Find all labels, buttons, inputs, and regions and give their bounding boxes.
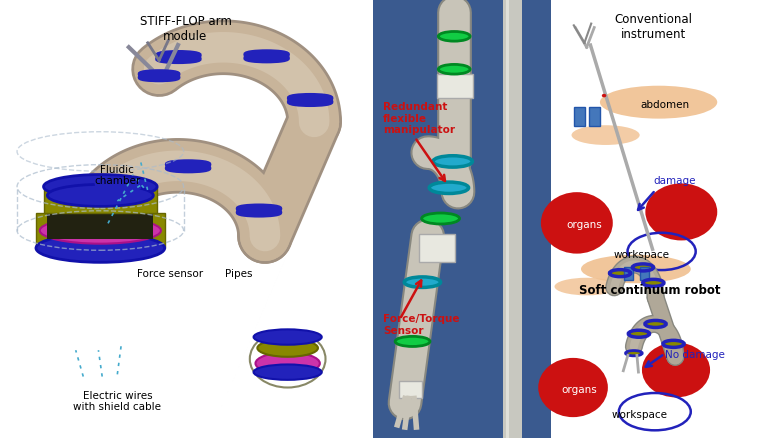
Text: Pipes: Pipes [225,269,252,279]
Bar [551,0,757,438]
Ellipse shape [36,234,165,263]
Ellipse shape [538,358,608,417]
FancyBboxPatch shape [36,213,165,248]
Text: Force/Torque
Sensor: Force/Torque Sensor [383,313,459,335]
Ellipse shape [160,53,196,63]
Ellipse shape [143,72,175,81]
Text: Redundant
flexible
manipulator: Redundant flexible manipulator [383,102,455,135]
Bar [373,0,551,438]
Ellipse shape [600,87,717,119]
Ellipse shape [633,265,653,271]
Text: abdomen: abdomen [640,100,689,110]
Ellipse shape [257,339,318,357]
FancyBboxPatch shape [48,213,154,240]
Ellipse shape [395,336,430,347]
Ellipse shape [241,206,277,216]
Ellipse shape [438,32,470,42]
Ellipse shape [438,65,470,75]
Text: organs: organs [566,219,602,229]
Ellipse shape [48,185,154,207]
FancyBboxPatch shape [419,234,455,263]
Ellipse shape [610,271,630,276]
Ellipse shape [643,280,663,286]
Ellipse shape [646,321,665,327]
Ellipse shape [433,156,472,168]
Ellipse shape [404,277,441,288]
Ellipse shape [422,213,459,225]
Bar [640,267,649,280]
Ellipse shape [540,193,612,254]
Ellipse shape [254,364,322,380]
Ellipse shape [254,329,322,345]
Ellipse shape [602,95,606,98]
Ellipse shape [664,341,684,347]
Bar [0,0,373,438]
Text: organs: organs [562,384,597,394]
Ellipse shape [429,183,469,194]
Ellipse shape [44,175,157,199]
Ellipse shape [255,353,319,374]
Ellipse shape [642,343,710,398]
Ellipse shape [40,218,161,244]
Ellipse shape [100,180,136,191]
Text: No damage: No damage [665,349,724,359]
FancyBboxPatch shape [437,74,473,99]
Ellipse shape [292,95,328,106]
Bar [574,107,585,127]
Bar [589,107,600,127]
Ellipse shape [625,351,642,356]
Text: workspace: workspace [614,249,670,259]
FancyBboxPatch shape [399,381,422,399]
Text: Electric wires
with shield cable: Electric wires with shield cable [73,390,161,412]
Text: Fluidic
chamber: Fluidic chamber [94,164,141,186]
Ellipse shape [554,278,619,296]
Ellipse shape [572,126,640,146]
Bar [624,267,633,280]
Text: workspace: workspace [612,409,668,419]
Text: Conventional
instrument: Conventional instrument [614,13,693,41]
Text: Soft continuum robot: Soft continuum robot [579,283,720,297]
Ellipse shape [581,255,690,284]
Text: STIFF-FLOP arm
module: STIFF-FLOP arm module [139,15,232,43]
FancyBboxPatch shape [44,187,157,213]
Text: Force sensor: Force sensor [137,269,204,279]
Bar [503,0,522,438]
Ellipse shape [170,162,206,172]
Ellipse shape [645,184,717,241]
Ellipse shape [249,52,285,62]
Ellipse shape [629,331,649,337]
Text: damage: damage [653,176,696,185]
Bar [506,0,509,438]
